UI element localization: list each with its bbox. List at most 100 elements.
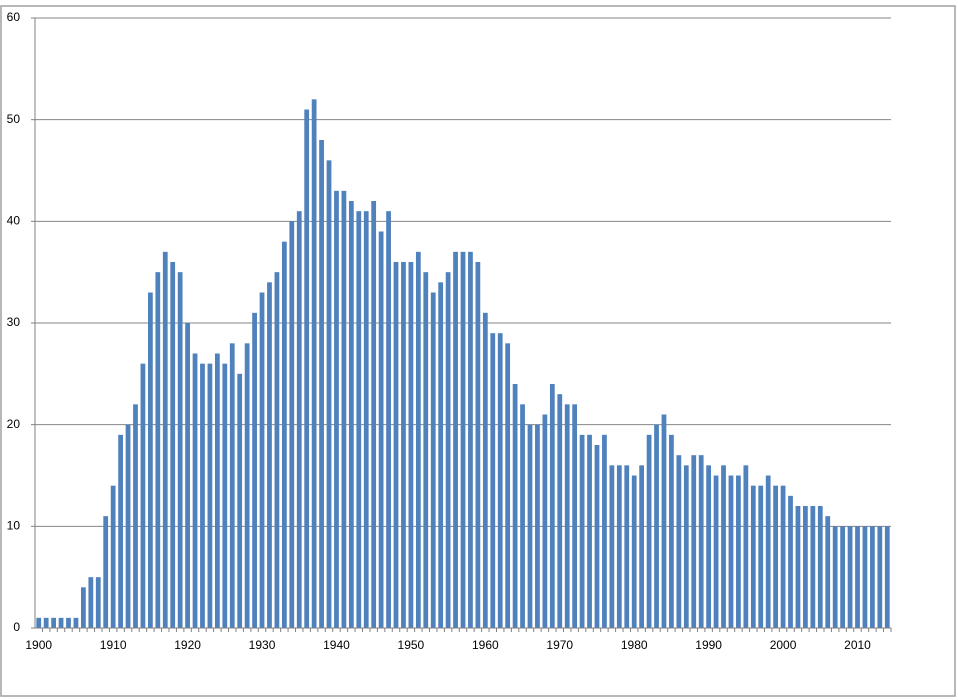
bar <box>780 485 786 628</box>
bar <box>497 333 503 628</box>
bar <box>773 485 779 628</box>
bar <box>408 262 414 628</box>
bar <box>401 262 406 628</box>
bar <box>259 292 265 628</box>
bar <box>214 353 220 628</box>
x-tick-label: 1930 <box>249 638 276 652</box>
bar <box>624 465 630 628</box>
bar <box>110 485 116 628</box>
bar <box>200 363 205 628</box>
x-tick-label: 2000 <box>770 638 797 652</box>
bar <box>244 343 250 628</box>
x-tick-label: 1990 <box>695 638 722 652</box>
x-tick-label: 1970 <box>546 638 573 652</box>
bar <box>252 312 257 628</box>
bar <box>602 434 607 628</box>
bar <box>267 282 272 628</box>
bar <box>81 587 86 628</box>
bar <box>73 617 79 628</box>
bar <box>877 526 883 628</box>
bar <box>721 465 726 628</box>
bar <box>296 211 302 628</box>
bar <box>564 404 570 628</box>
bar <box>430 292 436 628</box>
bar <box>616 465 622 628</box>
x-tick-label: 1940 <box>323 638 350 652</box>
bar <box>736 475 741 628</box>
y-tick-label: 10 <box>7 519 21 533</box>
bar <box>788 495 793 628</box>
bar <box>155 272 161 628</box>
bar <box>207 363 213 628</box>
bar <box>393 262 399 628</box>
bar <box>162 251 168 629</box>
bar <box>750 485 756 628</box>
bar <box>825 516 831 628</box>
bar <box>535 424 540 628</box>
bar <box>423 272 429 628</box>
bar <box>810 506 816 628</box>
bar <box>758 485 764 628</box>
bar <box>177 272 183 628</box>
bar <box>222 363 228 628</box>
y-tick-label: 30 <box>7 315 21 329</box>
bar <box>140 363 146 628</box>
bar <box>453 251 458 629</box>
bar <box>125 424 131 628</box>
x-tick-label: 2010 <box>844 638 871 652</box>
bar <box>669 434 674 628</box>
bar <box>88 577 94 628</box>
bar <box>103 516 109 628</box>
x-tick-label: 1980 <box>621 638 648 652</box>
bar <box>639 465 645 628</box>
bar <box>557 394 563 628</box>
bar <box>445 272 451 628</box>
bar <box>341 190 347 629</box>
bar <box>743 465 749 628</box>
bar <box>229 343 235 628</box>
bar <box>192 353 198 628</box>
bar <box>185 323 190 628</box>
bar <box>415 251 421 629</box>
bar <box>505 343 511 628</box>
bar <box>676 455 682 628</box>
bar <box>482 312 488 628</box>
bar <box>795 506 801 628</box>
bar <box>334 190 339 629</box>
bar <box>646 434 652 628</box>
bar <box>713 475 719 628</box>
bar <box>386 211 391 628</box>
bar <box>311 99 317 629</box>
bar <box>58 617 64 628</box>
x-tick-label: 1920 <box>174 638 201 652</box>
y-tick-label: 40 <box>7 214 21 228</box>
bar <box>661 414 667 628</box>
bar <box>765 475 771 628</box>
y-tick-label: 0 <box>13 620 20 634</box>
bar <box>378 231 384 628</box>
bar <box>527 424 533 628</box>
x-tick-label: 1910 <box>100 638 127 652</box>
bar <box>862 526 868 628</box>
x-tick-label: 1900 <box>25 638 52 652</box>
bar <box>371 201 377 628</box>
bar <box>840 526 845 628</box>
bar <box>587 434 592 628</box>
bar <box>356 211 362 628</box>
bar <box>304 109 310 628</box>
bar <box>847 526 853 628</box>
bar <box>549 384 555 628</box>
bar <box>490 333 496 628</box>
bar <box>832 526 838 628</box>
bar <box>274 272 280 628</box>
bar <box>609 465 615 628</box>
bar <box>468 251 473 629</box>
bar <box>475 262 481 628</box>
bar <box>281 241 287 628</box>
bar <box>438 282 444 628</box>
bar <box>237 373 243 628</box>
bar <box>631 475 637 628</box>
bar <box>43 617 49 628</box>
